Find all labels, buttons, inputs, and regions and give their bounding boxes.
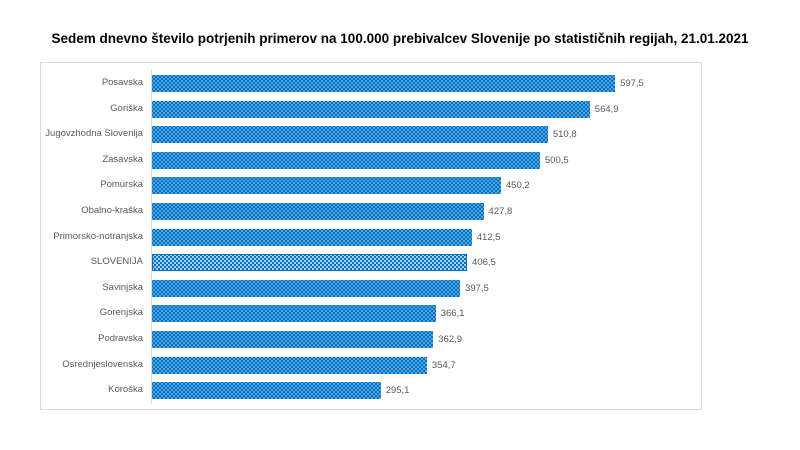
bar	[152, 126, 548, 144]
category-axis	[151, 70, 152, 404]
bar	[152, 151, 540, 169]
data-label: 500,5	[544, 154, 569, 166]
category-label: Jugovzhodna Slovenija	[45, 128, 143, 140]
data-label: 295,1	[385, 385, 410, 397]
category-label: Savinjska	[102, 281, 143, 293]
bar	[152, 279, 461, 297]
category-label: SLOVENIJA	[90, 256, 143, 268]
data-label: 362,9	[438, 334, 463, 345]
category-label: Podravska	[98, 333, 143, 344]
data-label: 597,5	[620, 78, 644, 89]
plot-area	[40, 62, 702, 410]
data-label: 427,8	[488, 206, 513, 217]
chart-title: Sedem dnevno število potrjenih primerov …	[51, 31, 749, 46]
category-label: Koroška	[108, 384, 143, 396]
bar-total	[152, 254, 468, 272]
category-label: Goriška	[110, 102, 143, 114]
category-label: Osrednjeslovenska	[62, 358, 143, 370]
bar	[152, 75, 616, 92]
data-label: 354,7	[431, 359, 456, 371]
data-label: 412,5	[476, 231, 501, 243]
data-label: 397,5	[465, 282, 489, 294]
data-label: 564,9	[594, 103, 619, 115]
bar	[152, 305, 436, 323]
category-label: Posavska	[101, 77, 143, 88]
bar	[152, 382, 381, 400]
bar	[152, 331, 434, 348]
data-label: 366,1	[440, 308, 465, 320]
bar	[152, 356, 427, 374]
category-label: Obalno-kraška	[81, 205, 143, 216]
bar	[152, 177, 501, 195]
bar	[152, 100, 590, 118]
bar	[152, 228, 472, 246]
category-label: Pomurska	[100, 179, 143, 191]
data-label: 510,8	[552, 129, 577, 141]
data-label: 406,5	[472, 257, 496, 269]
bar	[152, 203, 484, 220]
data-label: 450,2	[505, 180, 530, 192]
category-label: Zasavska	[102, 153, 143, 165]
category-label: Primorsko-notranjska	[53, 230, 143, 242]
category-label: Gorenjska	[99, 307, 143, 319]
